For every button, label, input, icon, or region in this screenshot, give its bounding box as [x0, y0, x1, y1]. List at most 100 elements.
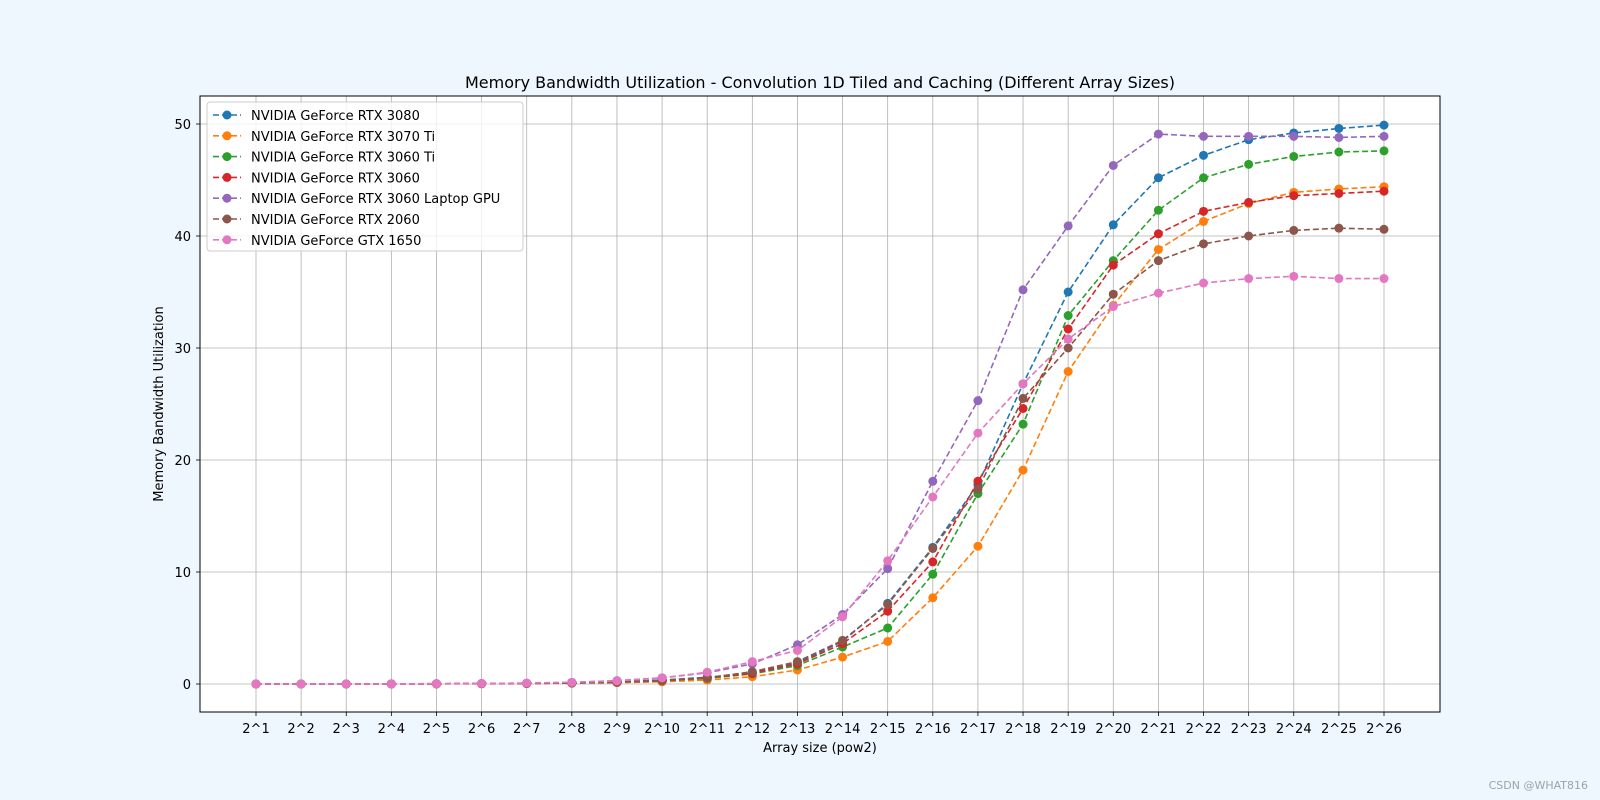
- x-tick-label: 2^25: [1321, 722, 1357, 737]
- data-point: [1334, 123, 1344, 133]
- data-point: [1108, 220, 1118, 230]
- data-point: [1018, 465, 1028, 475]
- data-point: [1289, 131, 1299, 141]
- data-point: [1379, 186, 1389, 196]
- y-tick-label: 20: [174, 454, 191, 469]
- data-point: [838, 652, 848, 662]
- y-tick-label: 0: [183, 678, 191, 693]
- data-point: [657, 673, 667, 683]
- y-axis-title: Memory Bandwidth Utilization: [152, 306, 167, 501]
- data-point: [1334, 147, 1344, 157]
- data-point: [1289, 271, 1299, 281]
- x-tick-label: 2^11: [689, 722, 725, 737]
- data-point: [1334, 223, 1344, 233]
- legend-item: NVIDIA GeForce GTX 1650: [213, 234, 421, 249]
- data-point: [477, 678, 487, 688]
- x-tick-label: 2^16: [915, 722, 951, 737]
- data-point: [1244, 231, 1254, 241]
- data-point: [1063, 311, 1073, 321]
- data-point: [1063, 334, 1073, 344]
- legend-label: NVIDIA GeForce RTX 3060 Ti: [251, 151, 435, 166]
- x-tick-label: 2^18: [1005, 722, 1041, 737]
- legend-label: NVIDIA GeForce RTX 2060: [251, 213, 420, 228]
- data-point: [1199, 278, 1209, 288]
- legend-box: [206, 101, 524, 252]
- data-point: [1153, 205, 1163, 215]
- data-point: [1063, 324, 1073, 334]
- data-point: [928, 557, 938, 567]
- chart-title: Memory Bandwidth Utilization - Convoluti…: [465, 73, 1175, 92]
- x-tick-label: 2^8: [558, 722, 585, 737]
- x-axis-title: Array size (pow2): [763, 741, 877, 756]
- x-tick-label: 2^24: [1276, 722, 1312, 737]
- legend-label: NVIDIA GeForce RTX 3070 Ti: [251, 130, 435, 145]
- data-point: [1063, 343, 1073, 353]
- data-point: [1334, 132, 1344, 142]
- y-tick-label: 30: [174, 342, 191, 357]
- x-tick-label: 2^9: [603, 722, 630, 737]
- legend-item: NVIDIA GeForce RTX 3060 Laptop GPU: [213, 192, 500, 207]
- data-point: [883, 623, 893, 633]
- x-tick-label: 2^15: [870, 722, 906, 737]
- legend-marker: [222, 110, 232, 120]
- data-point: [928, 492, 938, 502]
- data-point: [883, 564, 893, 574]
- legend-marker: [222, 214, 232, 224]
- data-point: [1379, 274, 1389, 284]
- data-point: [1379, 146, 1389, 156]
- legend-marker: [222, 131, 232, 141]
- x-tick-label: 2^20: [1095, 722, 1131, 737]
- x-tick-label: 2^21: [1141, 722, 1177, 737]
- data-point: [928, 476, 938, 486]
- legend-item: NVIDIA GeForce RTX 3070 Ti: [213, 130, 435, 145]
- data-point: [1289, 225, 1299, 235]
- data-point: [1108, 289, 1118, 299]
- data-point: [567, 677, 577, 687]
- data-point: [973, 541, 983, 551]
- data-point: [1244, 197, 1254, 207]
- x-tick-label: 2^6: [468, 722, 495, 737]
- x-tick-label: 2^2: [287, 722, 314, 737]
- legend-marker: [222, 152, 232, 162]
- data-point: [1289, 191, 1299, 201]
- legend-marker: [222, 193, 232, 203]
- data-point: [1018, 285, 1028, 295]
- series-6: [251, 271, 1389, 689]
- x-tick-label: 2^23: [1231, 722, 1267, 737]
- x-tick-label: 2^13: [780, 722, 816, 737]
- legend-item: NVIDIA GeForce RTX 3060: [213, 171, 420, 186]
- legend: NVIDIA GeForce RTX 3080 NVIDIA GeForce RT…: [206, 101, 524, 252]
- data-point: [1153, 229, 1163, 239]
- data-point: [612, 676, 622, 686]
- series-line: [256, 124, 1385, 685]
- data-point: [251, 679, 261, 689]
- y-tick-label: 40: [174, 230, 191, 245]
- data-point: [1199, 150, 1209, 160]
- x-tick-label: 2^17: [960, 722, 996, 737]
- data-point: [1018, 419, 1028, 429]
- data-point: [1334, 274, 1344, 284]
- data-point: [1379, 224, 1389, 234]
- data-point: [1199, 206, 1209, 216]
- x-tick-label: 2^19: [1050, 722, 1086, 737]
- series-line: [256, 150, 1385, 685]
- data-point: [1063, 367, 1073, 377]
- data-point: [1018, 403, 1028, 413]
- x-tick-label: 2^4: [378, 722, 405, 737]
- x-tick-label: 2^14: [825, 722, 861, 737]
- legend-item: NVIDIA GeForce RTX 3060 Ti: [213, 151, 435, 166]
- data-point: [386, 679, 396, 689]
- data-point: [1199, 173, 1209, 183]
- x-tick-label: 2^7: [513, 722, 540, 737]
- series-line: [256, 185, 1385, 685]
- x-tick-label: 2^12: [734, 722, 770, 737]
- data-point: [1244, 131, 1254, 141]
- data-point: [1379, 131, 1389, 141]
- data-point: [973, 396, 983, 406]
- legend-label: NVIDIA GeForce RTX 3080: [251, 109, 420, 124]
- data-point: [973, 428, 983, 438]
- legend-label: NVIDIA GeForce RTX 3060: [251, 171, 420, 186]
- x-axis: 2^1 2^2 2^3 2^4 2^5 2^6 2^7 2^8 2^9 2^10 2^11 2^12 2…: [242, 712, 1402, 737]
- legend-label: NVIDIA GeForce GTX 1650: [251, 234, 421, 249]
- x-tick-label: 2^10: [644, 722, 680, 737]
